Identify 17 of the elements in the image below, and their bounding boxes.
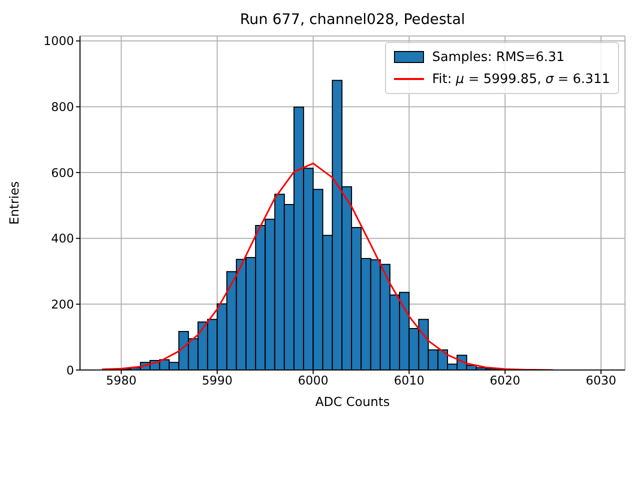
- x-tick-label: 6000: [298, 374, 328, 388]
- y-axis-title: Entries: [6, 181, 22, 225]
- chart-title: Run 677, channel028, Pedestal: [238, 12, 466, 28]
- x-tick-label: 5990: [202, 374, 232, 388]
- x-tick-label: 6020: [490, 374, 520, 388]
- x-axis-title: ADC Counts: [315, 394, 390, 409]
- y-tick-label: 800: [51, 100, 74, 114]
- legend-label: Fit: μ = 5999.85, σ = 6.311: [432, 72, 610, 86]
- x-tick-label: 6010: [394, 374, 424, 388]
- y-tick-label: 0: [66, 363, 74, 378]
- x-tick-label: 6030: [586, 374, 616, 388]
- legend-label: Samples: RMS=6.31: [432, 50, 565, 64]
- y-tick-label: 400: [51, 232, 74, 246]
- y-tick-label: 200: [51, 297, 74, 312]
- y-tick-label: 1000: [43, 34, 74, 48]
- y-tick-label: 600: [51, 166, 74, 180]
- x-tick-label: 5980: [106, 374, 137, 388]
